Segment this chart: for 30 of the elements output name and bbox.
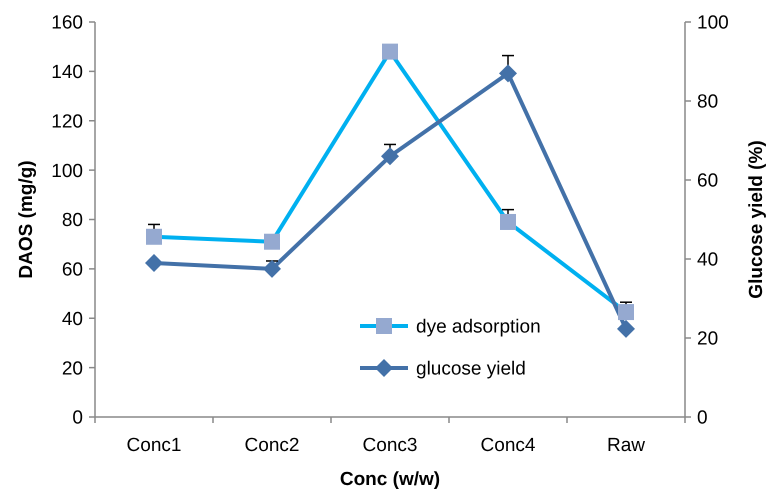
point bbox=[263, 260, 281, 278]
y-tick-label: 60 bbox=[62, 260, 83, 281]
x-tick-label: Raw bbox=[606, 435, 646, 456]
y2-axis-title: Glucose yield (%) bbox=[746, 140, 767, 299]
point bbox=[617, 320, 635, 338]
y2-tick-label: 0 bbox=[697, 408, 708, 429]
y2-tick-label: 40 bbox=[697, 250, 718, 271]
y-axis-title: DAOS (mg/g) bbox=[16, 160, 37, 279]
legend-label: glucose yield bbox=[416, 358, 526, 380]
point bbox=[145, 254, 163, 272]
x-tick-label: Conc1 bbox=[126, 435, 182, 456]
y-tick-label: 120 bbox=[51, 111, 83, 132]
point bbox=[499, 64, 517, 82]
x-tick-label: Conc2 bbox=[244, 435, 300, 456]
x-tick-label: Conc3 bbox=[362, 435, 418, 456]
point bbox=[381, 147, 399, 166]
y-tick-label: 100 bbox=[51, 160, 83, 182]
y2-tick-label: 80 bbox=[697, 92, 718, 113]
legend-label: dye adsorption bbox=[416, 316, 541, 338]
y-tick-label: 140 bbox=[51, 62, 83, 84]
y-tick-label: 40 bbox=[62, 308, 83, 330]
y-tick-label: 80 bbox=[62, 210, 83, 232]
x-axis-title: Conc (w/w) bbox=[340, 469, 440, 490]
y-tick-label: 20 bbox=[62, 358, 83, 380]
y-tick-label: 160 bbox=[51, 12, 83, 34]
y2-tick-label: 20 bbox=[697, 328, 718, 350]
y-tick-label: 0 bbox=[72, 408, 83, 429]
y2-tick-label: 60 bbox=[697, 170, 718, 192]
y2-tick-label: 100 bbox=[697, 12, 729, 34]
x-tick-label: Conc4 bbox=[480, 435, 536, 456]
